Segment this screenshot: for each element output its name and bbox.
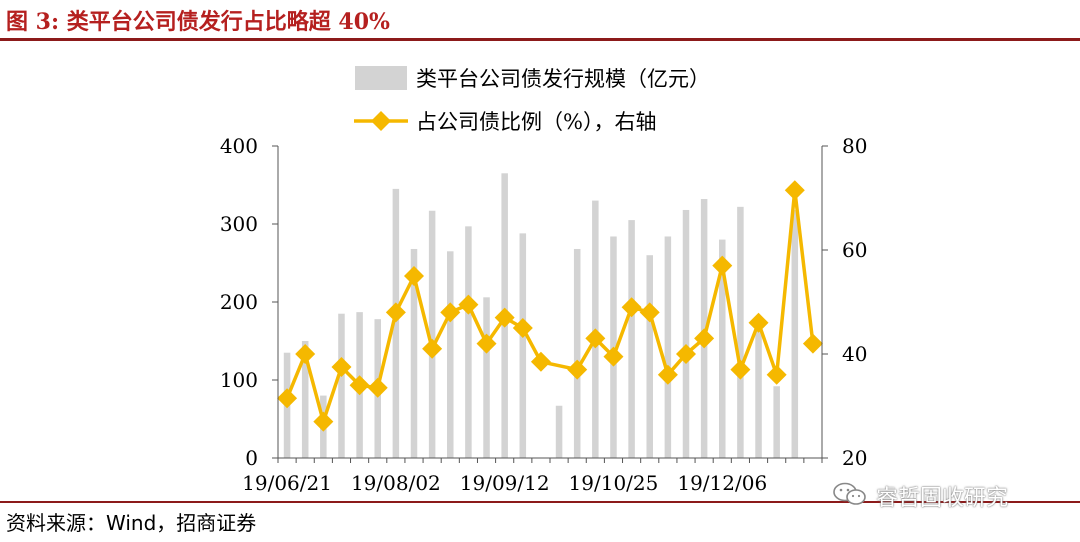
bar <box>573 248 581 458</box>
line-point <box>277 388 298 409</box>
line-point <box>730 359 751 380</box>
bar <box>664 236 672 458</box>
x-tick-label: 19/09/12 <box>460 471 550 495</box>
line-point <box>331 357 352 377</box>
bar <box>682 209 690 458</box>
bar <box>755 329 762 458</box>
bar <box>338 313 345 458</box>
line-point <box>494 307 515 328</box>
line-series <box>277 180 823 432</box>
line-point <box>458 294 479 315</box>
x-tick-label: 19/12/06 <box>677 471 767 495</box>
legend-line-marker <box>371 111 391 131</box>
line-point <box>712 255 733 276</box>
bar <box>646 255 653 458</box>
line-point <box>621 297 642 318</box>
bar <box>773 386 780 458</box>
figure-title: 图 3: 类平台公司债发行占比略超 40% <box>6 9 390 35</box>
bar <box>465 226 472 458</box>
line-point <box>603 346 624 367</box>
line-point <box>657 364 678 385</box>
line-point <box>295 344 316 364</box>
right-tick-label: 40 <box>842 342 867 366</box>
left-tick-label: 400 <box>220 134 258 158</box>
right-tick-label: 20 <box>842 446 867 470</box>
line-point <box>349 375 370 396</box>
bar <box>392 188 400 458</box>
line-point <box>802 333 823 354</box>
bar <box>483 297 490 458</box>
x-tick-label: 19/10/25 <box>569 471 659 495</box>
line-point <box>567 359 588 380</box>
right-tick-label: 60 <box>842 238 867 262</box>
wechat-icon <box>833 482 866 505</box>
title-bar: 图 3: 类平台公司债发行占比略超 40% <box>0 0 1080 41</box>
line-point <box>440 302 461 323</box>
left-tick-label: 200 <box>220 290 258 314</box>
line-point <box>694 328 715 349</box>
bar <box>519 233 527 458</box>
bar <box>628 220 635 458</box>
footer-rule <box>0 501 1080 503</box>
line-point <box>422 338 443 359</box>
bar <box>791 209 799 458</box>
line-point <box>476 333 497 354</box>
bar-series <box>283 173 799 459</box>
legend-bar-swatch <box>355 66 407 90</box>
line-point <box>512 318 533 338</box>
line-point <box>639 302 660 323</box>
left-tick-label: 100 <box>220 368 258 392</box>
x-tick-label: 19/08/02 <box>351 471 441 495</box>
line-point <box>766 364 787 385</box>
line-point <box>404 266 424 286</box>
line-point <box>385 302 406 323</box>
legend-line-label: 占公司债比例（%），右轴 <box>416 110 656 134</box>
bar <box>719 239 726 458</box>
line-point <box>585 328 606 349</box>
left-tick-label: 0 <box>245 446 258 470</box>
title-rule <box>0 38 1080 41</box>
right-tick-label: 80 <box>842 134 867 158</box>
axes: 0 100 200 300 400 20 40 60 80 19/06/21 19/08/02 19/… <box>220 134 868 495</box>
legend: 类平台公司债发行规模（亿元） 占公司债比例（%），右轴 <box>354 66 710 134</box>
bar <box>410 248 418 458</box>
bar <box>555 405 563 458</box>
line-point <box>784 180 805 201</box>
bar <box>301 341 309 458</box>
line-point <box>367 377 388 398</box>
bar <box>447 251 454 458</box>
watermark-label: 睿哲固收研究 <box>876 486 1009 511</box>
line-point <box>676 344 696 364</box>
bar <box>737 206 744 458</box>
x-tick-label: 19/06/21 <box>242 471 332 495</box>
line-point <box>530 351 551 372</box>
line-point <box>748 312 769 333</box>
legend-bar-label: 类平台公司债发行规模（亿元） <box>416 67 710 91</box>
source-note: 资料来源：Wind，招商证券 <box>6 511 257 535</box>
left-tick-label: 300 <box>220 212 258 236</box>
bar <box>428 210 436 458</box>
line-point <box>313 411 334 432</box>
